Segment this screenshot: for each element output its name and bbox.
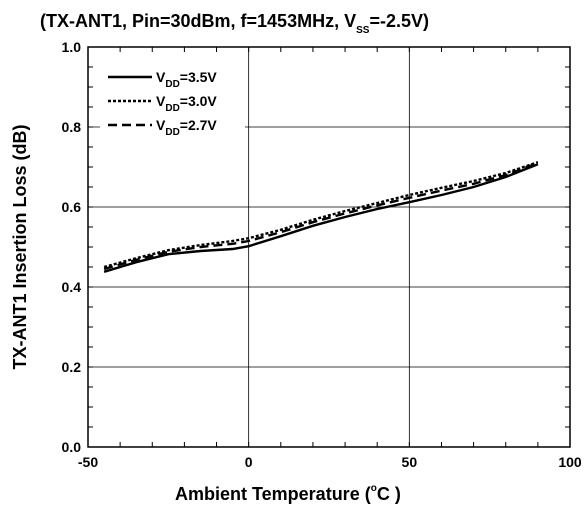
- y-tick-label: 0.0: [62, 439, 82, 455]
- tick-labels: -50 0 50 100 0.0 0.2 0.4 0.6 0.8 1.0: [62, 39, 582, 470]
- x-axis-label: Ambient Temperature (oC ): [175, 483, 401, 504]
- degree-superscript: o: [371, 483, 377, 494]
- series-line-1: [103, 163, 539, 273]
- legend-label-2: VDD=3.0V: [156, 93, 217, 114]
- chart-title: (TX-ANT1, Pin=30dBm, f=1453MHz, VSS=-2.5…: [40, 11, 429, 36]
- series-lines: [103, 161, 539, 273]
- series-line-3: [103, 161, 539, 271]
- legend-label-3: VDD=2.7V: [156, 117, 217, 138]
- gridlines: [87, 46, 571, 448]
- y-axis-label: TX-ANT1 Insertion Loss (dB): [10, 124, 30, 369]
- y-tick-label: 0.6: [62, 199, 82, 215]
- legend-label-1: VDD=3.5V: [156, 69, 217, 90]
- x-tick-label: 100: [558, 454, 582, 470]
- y-tick-label: 0.2: [62, 359, 82, 375]
- x-tick-label: 0: [245, 454, 253, 470]
- y-tick-label: 1.0: [62, 39, 82, 55]
- title-subscript: SS: [356, 25, 370, 36]
- y-tick-label: 0.4: [62, 279, 82, 295]
- x-tick-label: 50: [402, 454, 418, 470]
- series-line-2: [103, 161, 539, 269]
- x-tick-label: -50: [78, 454, 98, 470]
- plot-area: [87, 46, 571, 448]
- y-tick-label: 0.8: [62, 119, 82, 135]
- legend: VDD=3.5V VDD=3.0V VDD=2.7V: [100, 60, 245, 165]
